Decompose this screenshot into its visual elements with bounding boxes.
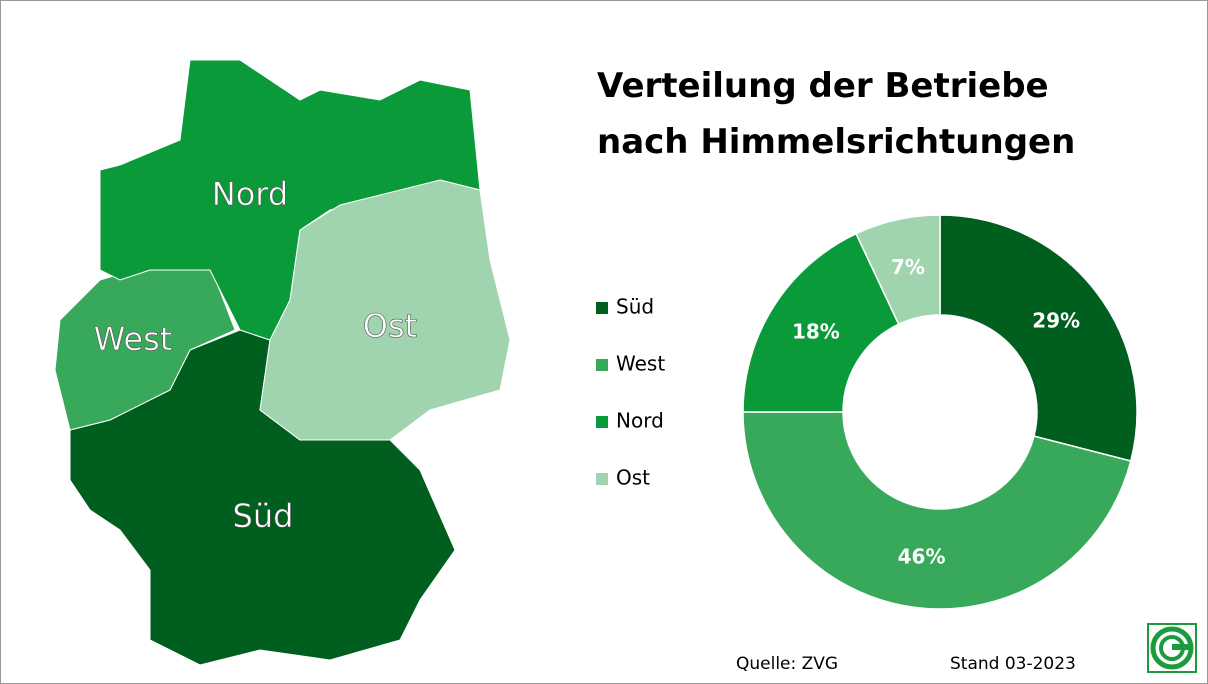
data-label: 7%: [891, 255, 925, 279]
map-region: [69, 329, 456, 666]
legend-label: Nord: [616, 409, 664, 433]
map-label: Ost: [363, 307, 417, 345]
legend-label: Süd: [616, 295, 654, 319]
legend-label: West: [616, 352, 665, 376]
date: Stand 03-2023: [950, 654, 1076, 674]
data-label: 18%: [792, 320, 840, 344]
data-label: 46%: [898, 544, 946, 568]
logo: [1147, 623, 1197, 673]
donut-segment: [939, 214, 1138, 462]
legend-swatch: [596, 473, 608, 485]
legend-swatch: [596, 302, 608, 314]
map-label: West: [94, 320, 173, 358]
legend-swatch: [596, 416, 608, 428]
legend-label: Ost: [616, 466, 650, 490]
chart-title: Verteilung der Betriebe nach Himmelsrich…: [597, 66, 1076, 162]
donut-segment: [855, 214, 941, 326]
map: [54, 59, 511, 666]
legend-swatch: [596, 359, 608, 371]
data-label: 29%: [1032, 308, 1080, 332]
donut-segment: [742, 411, 1132, 610]
map-label: Süd: [233, 497, 294, 535]
donut-segment: [742, 232, 900, 413]
map-region: [259, 179, 511, 441]
source: Quelle: ZVG: [736, 654, 838, 674]
map-label: Nord: [212, 175, 288, 213]
